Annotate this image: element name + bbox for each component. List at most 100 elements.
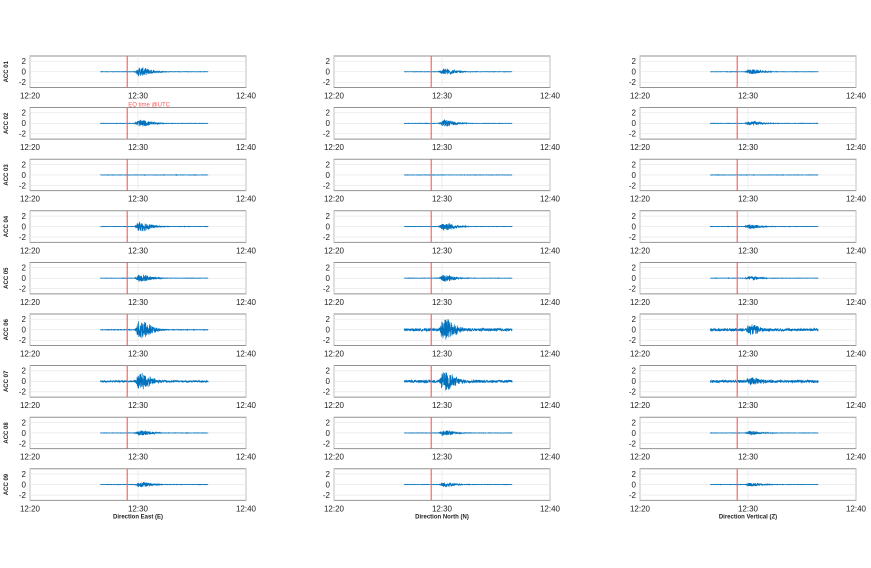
y-tick-label: 0 [22, 171, 27, 180]
y-tick-label: 2 [22, 418, 27, 427]
x-tick-label: 12:20 [324, 401, 345, 410]
y-tick-label: -2 [629, 284, 637, 293]
y-tick-label: 0 [22, 222, 27, 231]
x-tick-label: 12:20 [20, 298, 41, 307]
x-tick-label: 12:30 [738, 92, 759, 101]
y-tick-label: 0 [632, 377, 637, 386]
y-tick-label: -2 [19, 439, 27, 448]
x-tick-label: 12:20 [630, 195, 651, 204]
y-tick-label: -2 [323, 130, 331, 139]
x-tick-label: 12:30 [738, 504, 759, 513]
y-tick-label: 2 [22, 367, 27, 376]
y-tick-label: 2 [632, 315, 637, 324]
subplot-acc-05-n: 2 0-2 12:20 12:30 12:40 [323, 261, 561, 307]
waveform-trace [403, 319, 513, 340]
x-tick-label: 12:40 [846, 92, 867, 101]
x-tick-label: 12:40 [846, 453, 867, 462]
x-tick-label: 12:30 [432, 298, 453, 307]
y-tick-label: -2 [323, 388, 331, 397]
y-tick-label: 2 [326, 418, 331, 427]
y-tick-label: -2 [629, 336, 637, 345]
x-tick-label: 12:20 [324, 92, 345, 101]
x-axis-label: Direction Vertical (Z) [719, 514, 777, 520]
y-tick-label: 2 [326, 57, 331, 66]
y-tick-label: 2 [22, 315, 27, 324]
x-tick-label: 12:20 [20, 246, 41, 255]
x-tick-label: 12:30 [432, 453, 453, 462]
x-tick-label: 12:30 [738, 350, 759, 359]
y-tick-label: -2 [19, 78, 27, 87]
x-tick-label: 12:40 [236, 504, 257, 513]
x-tick-label: 12:40 [540, 246, 561, 255]
x-tick-label: 12:20 [20, 401, 41, 410]
subplot-acc-03-z: 2 0-2 12:20 12:30 12:40 [629, 158, 867, 204]
y-tick-label: -2 [629, 491, 637, 500]
y-tick-label: 2 [22, 57, 27, 66]
x-tick-label: 12:40 [846, 195, 867, 204]
x-tick-label: 12:20 [20, 92, 41, 101]
x-tick-label: 12:30 [432, 195, 453, 204]
subplot-acc-08-e: 2 0-2 12:20 12:30 12:40 [19, 416, 257, 462]
x-tick-label: 12:30 [128, 143, 149, 152]
x-tick-label: 12:30 [432, 350, 453, 359]
y-tick-label: 0 [632, 326, 637, 335]
x-tick-label: 12:40 [540, 350, 561, 359]
subplot-acc-03-e: 2 0-2 12:20 12:30 12:40 [19, 158, 257, 204]
x-tick-label: 12:40 [236, 453, 257, 462]
subplot-acc-02-e: 20 -2 12:20 12:30 12:40 [19, 107, 257, 152]
y-tick-label: -2 [323, 181, 331, 190]
x-tick-label: 12:40 [846, 504, 867, 513]
y-tick-label: 0 [632, 222, 637, 231]
subplot-acc-06-z: 2 0-2 12:20 12:30 12:40 [629, 313, 867, 359]
y-tick-label: 0 [326, 274, 331, 283]
subplot-acc-08-n: 2 0-2 12:20 12:30 12:40 [323, 416, 561, 462]
y-axis-label: ACC 03 [4, 164, 10, 186]
y-tick-label: 2 [326, 315, 331, 324]
waveform-trace [99, 373, 209, 390]
y-tick-label: -2 [323, 284, 331, 293]
y-axis-label: ACC 07 [4, 370, 10, 392]
x-tick-label: 12:20 [324, 143, 345, 152]
y-tick-label: 0 [22, 68, 27, 77]
x-tick-label: 12:30 [128, 92, 149, 101]
y-axis-label: ACC 08 [4, 422, 10, 444]
x-tick-label: 12:40 [236, 298, 257, 307]
y-tick-label: -2 [629, 233, 637, 242]
x-tick-label: 12:20 [630, 143, 651, 152]
waveform-trace [710, 430, 819, 436]
y-tick-label: -2 [629, 78, 637, 87]
y-tick-label: 2 [632, 263, 637, 272]
eq-time-annotation: EQ time @UTC [128, 103, 170, 109]
y-tick-label: 0 [326, 326, 331, 335]
y-tick-label: 0 [326, 68, 331, 77]
x-tick-label: 12:40 [846, 143, 867, 152]
y-axis-label: ACC 05 [4, 267, 10, 289]
y-tick-label: -2 [19, 336, 27, 345]
subplot-acc-06-e: 2 0-2 12:20 12:30 12:40 [19, 313, 257, 359]
x-tick-label: 12:20 [324, 195, 345, 204]
x-tick-label: 12:30 [738, 298, 759, 307]
y-axis-label: ACC 01 [4, 60, 10, 82]
y-tick-label: 0 [326, 171, 331, 180]
y-tick-label: 2 [326, 109, 331, 118]
x-tick-label: 12:40 [540, 453, 561, 462]
x-tick-label: 12:30 [128, 195, 149, 204]
y-tick-label: 2 [632, 367, 637, 376]
waveform-trace [403, 274, 513, 283]
y-tick-label: 0 [326, 377, 331, 386]
waveform-trace [404, 482, 513, 488]
y-tick-label: 2 [326, 470, 331, 479]
subplot-acc-09-z: 20 -2 12:20 12:30 12:40 Direction Vertical (Z… [629, 468, 867, 520]
x-tick-label: 12:30 [432, 246, 453, 255]
y-axis-label: ACC 02 [4, 112, 10, 134]
y-tick-label: -2 [19, 388, 27, 397]
x-tick-label: 12:30 [432, 504, 453, 513]
y-tick-label: 2 [632, 57, 637, 66]
y-tick-label: 0 [632, 480, 637, 489]
x-tick-label: 12:30 [128, 401, 149, 410]
x-tick-label: 12:40 [236, 401, 257, 410]
subplot-acc-02-n: 20 -2 12:20 12:30 12:40 [323, 107, 561, 152]
x-tick-label: 12:20 [630, 298, 651, 307]
